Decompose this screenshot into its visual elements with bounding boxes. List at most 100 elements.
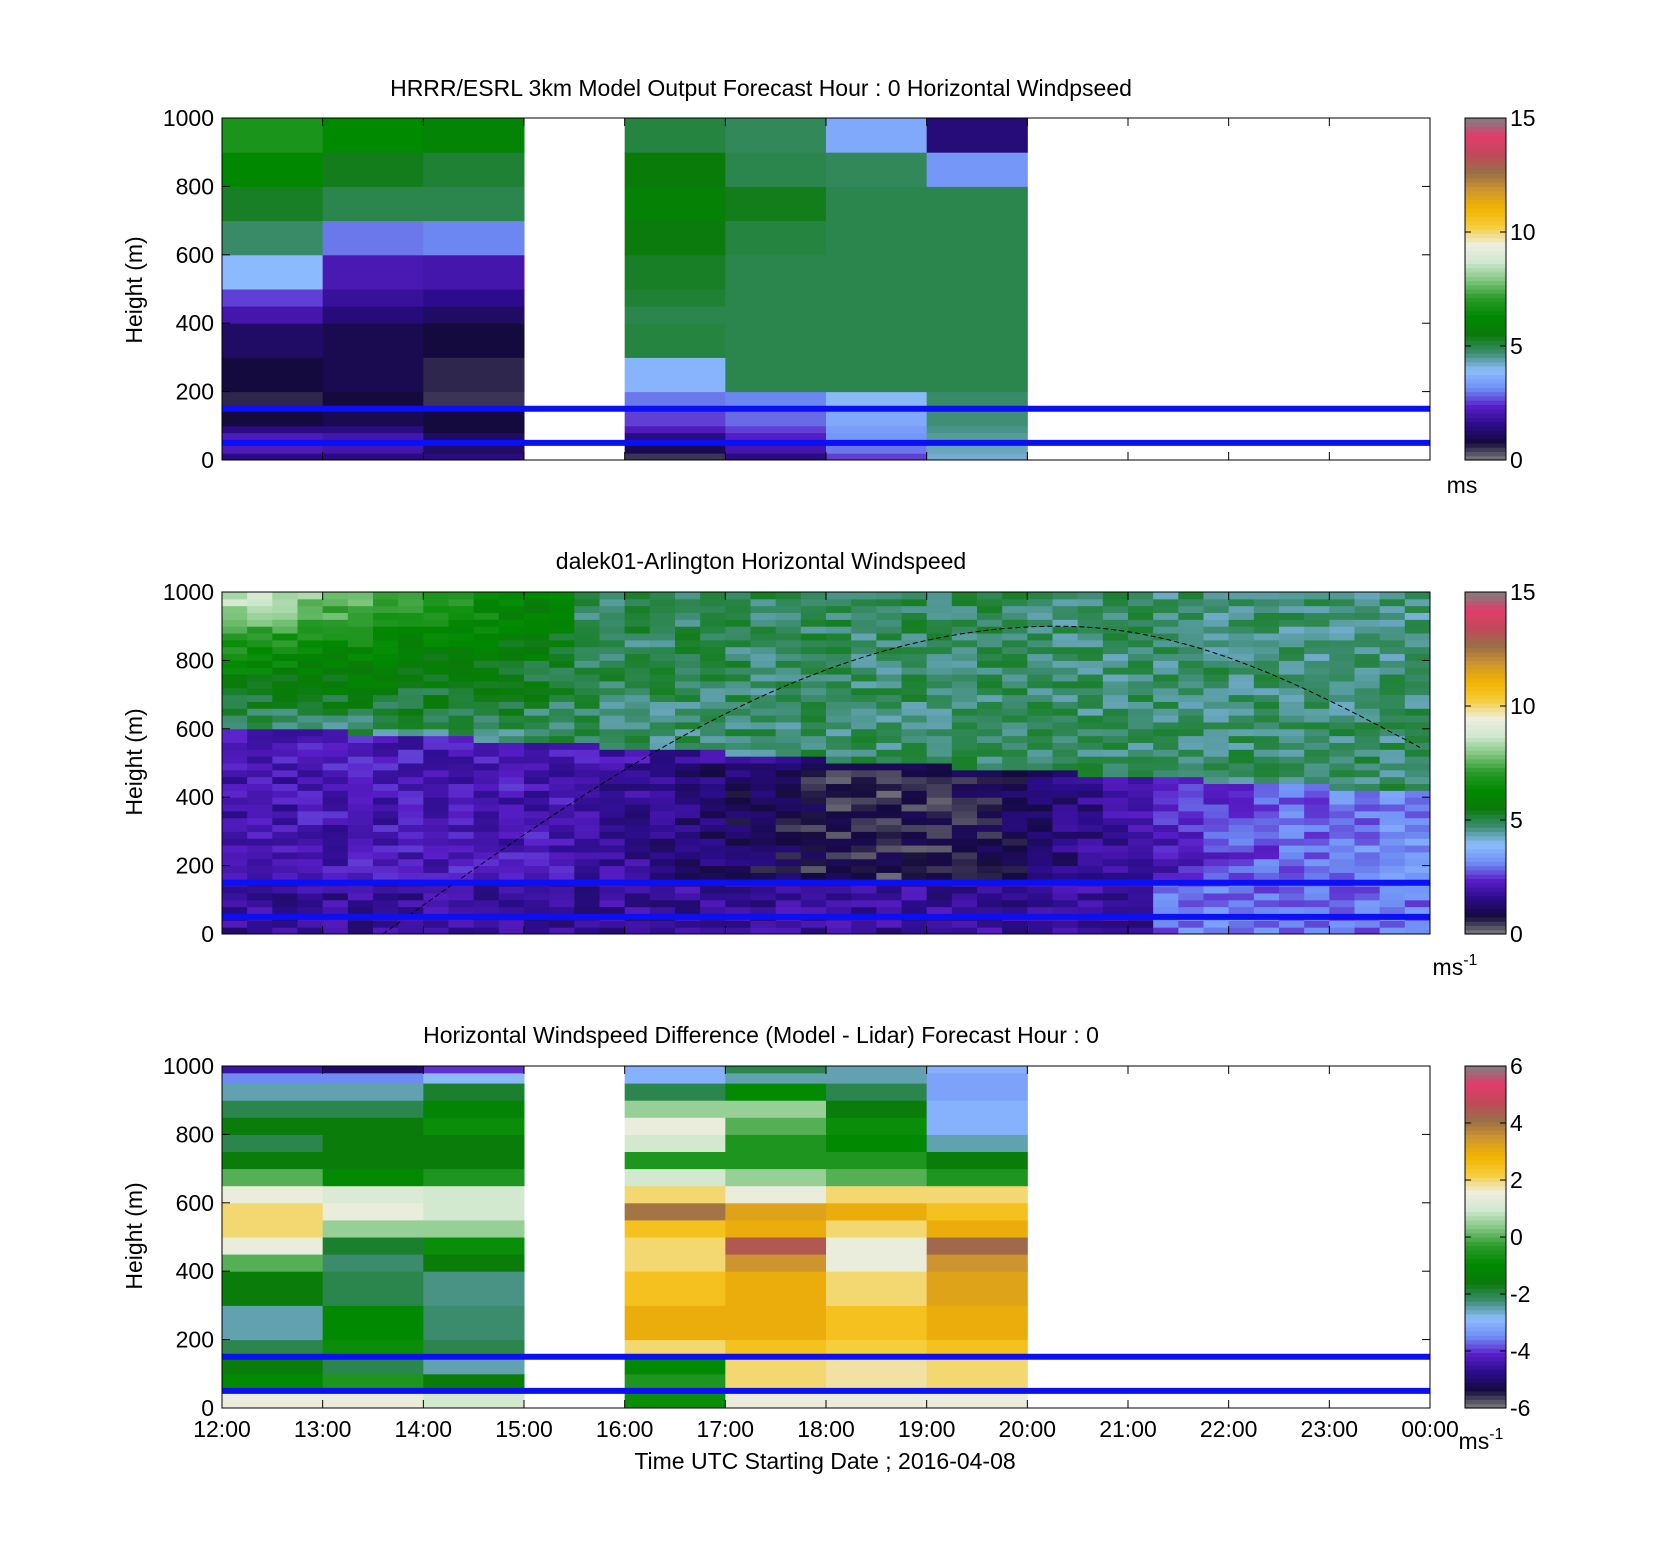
heatmap-cell — [1128, 646, 1154, 655]
heatmap-cell — [1304, 728, 1330, 737]
heatmap-cell — [1128, 845, 1154, 853]
heatmap-cell — [775, 797, 802, 805]
heatmap-cell — [448, 639, 475, 648]
heatmap-cell — [524, 598, 550, 607]
heatmap-cell — [876, 817, 902, 826]
heatmap-cell — [876, 619, 902, 627]
heatmap-cell — [725, 680, 751, 689]
heatmap-cell — [448, 749, 475, 757]
heatmap-cell — [322, 838, 349, 846]
heatmap-cell — [1153, 728, 1179, 737]
heatmap-cell — [1002, 592, 1028, 600]
heatmap-cell — [675, 721, 701, 730]
heatmap-cell — [322, 1219, 424, 1238]
heatmap-cell — [649, 899, 676, 908]
heatmap-cell — [1354, 865, 1381, 873]
heatmap-cell — [1153, 708, 1179, 716]
heatmap-cell — [247, 776, 273, 785]
heatmap-cell — [800, 735, 827, 743]
heatmap-cell — [373, 776, 399, 785]
colorbar-segment — [1465, 331, 1506, 337]
heatmap-cell — [373, 598, 399, 607]
heatmap-cell — [272, 660, 298, 668]
colorbar-unit-label: ms-1 — [1433, 952, 1478, 980]
heatmap-cell — [1304, 674, 1330, 682]
heatmap-cell — [1354, 845, 1381, 853]
heatmap-cell — [826, 742, 852, 750]
colorbar-segment — [1465, 194, 1506, 200]
heatmap-cell — [1102, 763, 1129, 771]
colorbar-tick-label: 15 — [1510, 105, 1536, 131]
heatmap-cell — [951, 701, 978, 709]
heatmap-cell — [1178, 824, 1204, 832]
heatmap-cell — [1077, 742, 1104, 750]
heatmap-cell — [800, 749, 827, 757]
colorbar-segment — [1465, 1386, 1506, 1392]
heatmap-cell — [1279, 653, 1305, 661]
heatmap-cell — [826, 118, 928, 153]
colorbar-segment — [1465, 357, 1506, 363]
heatmap-cell — [675, 865, 701, 873]
heatmap-cell — [1002, 735, 1028, 743]
heatmap-cell — [322, 824, 349, 832]
heatmap-cell — [624, 845, 651, 853]
heatmap-cell — [1253, 797, 1280, 805]
heatmap-cell — [222, 756, 248, 764]
heatmap-cell — [549, 797, 575, 805]
heatmap-cell — [649, 756, 676, 764]
heatmap-cell — [498, 899, 525, 908]
heatmap-cell — [800, 769, 827, 778]
heatmap-cell — [1253, 639, 1280, 648]
heatmap-cell — [624, 892, 651, 901]
heatmap-cell — [1077, 838, 1104, 846]
heatmap-cell — [700, 776, 726, 785]
heatmap-cell — [1279, 749, 1305, 757]
heatmap-cell — [1354, 694, 1381, 702]
heatmap-cell — [876, 694, 902, 702]
heatmap-cell — [272, 817, 298, 826]
heatmap-cell — [1379, 892, 1406, 901]
heatmap-cell — [1178, 667, 1204, 675]
heatmap-cell — [1304, 756, 1330, 764]
colorbar-segment — [1465, 1322, 1506, 1328]
heatmap-cell — [951, 639, 978, 648]
heatmap-cell — [1102, 886, 1129, 894]
heatmap-cell — [574, 674, 600, 682]
heatmap-cell — [775, 612, 802, 620]
heatmap-cell — [624, 306, 726, 324]
heatmap-cell — [1203, 680, 1230, 689]
colorbar-segment — [1465, 1373, 1506, 1379]
heatmap-cell — [423, 660, 449, 668]
heatmap-cell — [876, 797, 902, 805]
heatmap-cell — [272, 749, 298, 757]
heatmap-cell — [222, 1305, 324, 1341]
heatmap-cell — [1077, 687, 1104, 696]
heatmap-cell — [750, 920, 777, 928]
heatmap-cell — [1404, 838, 1431, 846]
heatmap-cell — [926, 749, 953, 757]
heatmap-cell — [951, 633, 978, 641]
heatmap-cell — [347, 763, 374, 771]
heatmap-cell — [448, 728, 475, 737]
heatmap-cell — [851, 783, 877, 791]
heatmap-cell — [272, 865, 298, 873]
heatmap-cell — [398, 899, 424, 908]
heatmap-cell — [1253, 899, 1280, 908]
heatmap-cell — [297, 653, 324, 661]
heatmap-cell — [1228, 653, 1255, 661]
heatmap-cell — [1203, 763, 1230, 771]
heatmap-cell — [725, 425, 827, 434]
heatmap-cell — [649, 920, 676, 928]
heatmap-cell — [347, 735, 374, 743]
heatmap-cell — [951, 776, 978, 785]
heatmap-cell — [423, 804, 449, 812]
heatmap-cell — [398, 653, 424, 661]
heatmap-cell — [1027, 674, 1053, 682]
heatmap-cell — [800, 701, 827, 709]
heatmap-cell — [1052, 715, 1079, 723]
heatmap-cell — [1279, 612, 1305, 620]
heatmap-cell — [1052, 605, 1079, 614]
heatmap-cell — [1027, 612, 1053, 620]
heatmap-cell — [1329, 824, 1355, 832]
heatmap-cell — [700, 639, 726, 648]
